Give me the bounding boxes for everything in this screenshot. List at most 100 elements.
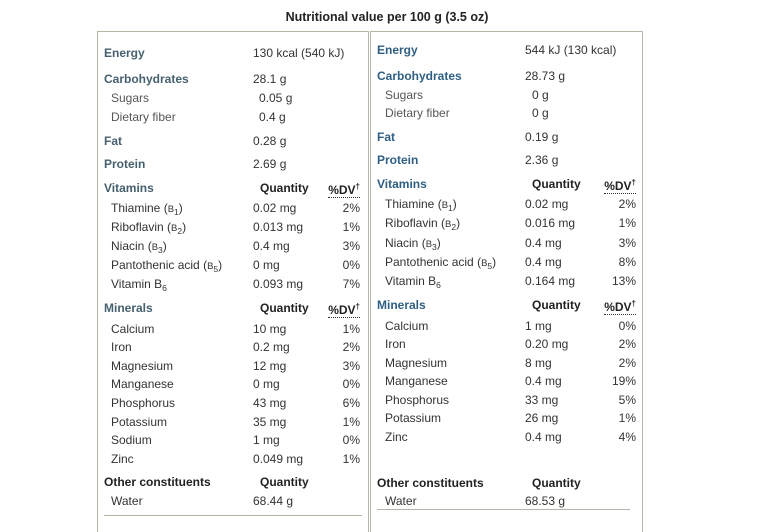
nutrient-name: Minerals [104,300,153,316]
vitamin-subscript: 2 [177,226,183,236]
nutrient-row: Minerals Quantity %DV† [98,300,368,318]
nutrient-dv: 3% [342,239,360,253]
nutrient-quantity: 0.28 g [253,134,287,148]
nutrient-label: Magnesium [111,359,174,373]
nutrient-name: Sugars [111,90,149,106]
nutrient-row: Niacin (B3) 0.4 mg 3% [371,235,642,252]
vitamin-code: B [167,204,175,215]
nutrient-quantity: 35 mg [253,415,287,429]
nutrient-name: Vitamin B6 [111,276,167,293]
nutrient-label: Zinc [385,430,408,444]
nutrient-quantity: 12 mg [253,359,287,373]
nutrient-label: Energy [377,43,418,57]
nutrient-label: Niacin [385,236,419,250]
nutrient-name: Protein [377,152,418,168]
nutrient-label: Phosphorus [385,393,450,407]
nutrient-name: Fat [377,129,395,145]
vitamin-subscript: 1 [448,203,453,213]
dv-footnote-mark: † [631,178,636,187]
nutrient-quantity: 2.36 g [525,153,559,167]
nutrient-name: Vitamin B6 [385,273,441,290]
quantity-header: Quantity [260,475,309,489]
nutrient-label: Vitamins [104,181,154,195]
nutrient-quantity: 0.4 mg [525,430,562,444]
nutrient-dv: 3% [618,236,636,250]
nutrient-label: Thiamine [385,197,435,211]
nutrient-name: Manganese [385,373,448,389]
nutrient-row: Niacin (B3) 0.4 mg 3% [98,238,368,255]
nutrient-dv: 1% [342,220,360,234]
nutrient-row: Fat 0.19 g [371,129,642,145]
nutrient-quantity: 0 g [532,88,549,102]
nutrient-quantity: 0.4 mg [525,374,562,388]
nutrient-row: Thiamine (B1) 0.02 mg 2% [98,200,368,217]
nutrient-label: Pantothenic acid [111,258,200,272]
nutrient-name: Zinc [111,451,134,467]
nutrient-label: Dietary fiber [111,110,176,124]
nutrient-row: Carbohydrates 28.73 g [371,68,642,84]
nutrient-quantity: 544 kJ (130 kcal) [525,43,617,57]
dv-header-link[interactable]: %DV† [328,180,360,198]
nutrient-label: Minerals [377,298,426,312]
nutrient-row: Magnesium 12 mg 3% [98,358,368,374]
nutrient-dv: 2% [618,356,636,370]
nutrient-name: Potassium [111,414,167,430]
nutrient-quantity: 8 mg [525,356,552,370]
nutrient-label: Other constituents [377,476,484,490]
nutrient-label: Magnesium [385,356,448,370]
nutrient-dv: 3% [342,359,360,373]
nutrient-name: Energy [377,42,418,58]
vitamin-subscript: 1 [174,207,179,217]
nutrient-label: Other constituents [104,475,211,489]
quantity-header: Quantity [532,476,581,490]
quantity-header: Quantity [532,177,581,191]
nutrient-quantity: 0.4 mg [253,239,290,253]
dv-header-link[interactable]: %DV† [328,300,360,318]
nutrient-label: Fat [104,134,122,148]
nutrient-quantity: 68.44 g [253,494,294,508]
nutrient-row: Water 68.53 g [371,493,642,509]
nutrient-row: Sodium 1 mg 0% [98,432,368,448]
dv-label: %DV [604,179,632,193]
dv-label: %DV [604,300,632,314]
nutrient-label: Potassium [385,411,442,425]
nutrient-label: Potassium [111,415,168,429]
nutrient-quantity: 130 kcal (540 kJ) [253,46,345,60]
nutrient-row: Calcium 1 mg 0% [371,318,642,334]
nutrient-dv: 8% [618,255,636,269]
nutrient-dv: 2% [618,337,636,351]
dv-header-link[interactable]: %DV† [604,176,636,194]
nutrient-name: Sugars [385,87,423,103]
nutrient-label: Phosphorus [111,396,176,410]
vitamin-subscript: 5 [213,264,219,274]
nutrient-quantity: 0.05 g [259,91,293,105]
dv-footnote-mark: † [355,302,360,311]
quantity-header: Quantity [260,181,309,195]
nutrient-label: Calcium [385,319,429,333]
nutrient-label: Manganese [385,374,448,388]
nutrient-dv: 0% [342,433,360,447]
vitamin-subscript: 5 [487,261,493,271]
nutrient-row: Thiamine (B1) 0.02 mg 2% [371,196,642,213]
nutrient-label: Vitamin B [111,277,163,291]
nutrient-quantity: 2.69 g [253,157,287,171]
nutrient-dv: 2% [618,197,636,211]
dv-header-link[interactable]: %DV† [604,297,636,315]
nutrient-name: Other constituents [104,474,211,490]
nutrient-label: Iron [111,340,132,354]
nutrient-row: Phosphorus 33 mg 5% [371,392,642,408]
nutrient-row: Energy 130 kcal (540 kJ) [98,45,368,61]
nutrient-quantity: 1 mg [253,433,280,447]
nutrient-row: Vitamin B6 0.164 mg 13% [371,273,642,290]
vitamin-code: B [151,242,159,253]
nutrient-label: Niacin [111,239,145,253]
nutrient-quantity: 0.4 g [259,110,286,124]
nutrient-name: Energy [104,45,145,61]
nutrient-row: Vitamins Quantity %DV† [371,176,642,194]
nutrient-name: Manganese [111,376,174,392]
nutrient-row: Manganese 0.4 mg 19% [371,373,642,389]
nutrient-name: Carbohydrates [377,68,462,84]
nutrient-row: Energy 544 kJ (130 kcal) [371,42,642,58]
nutrient-name: Vitamins [104,180,154,196]
nutrient-label: Water [111,494,143,508]
